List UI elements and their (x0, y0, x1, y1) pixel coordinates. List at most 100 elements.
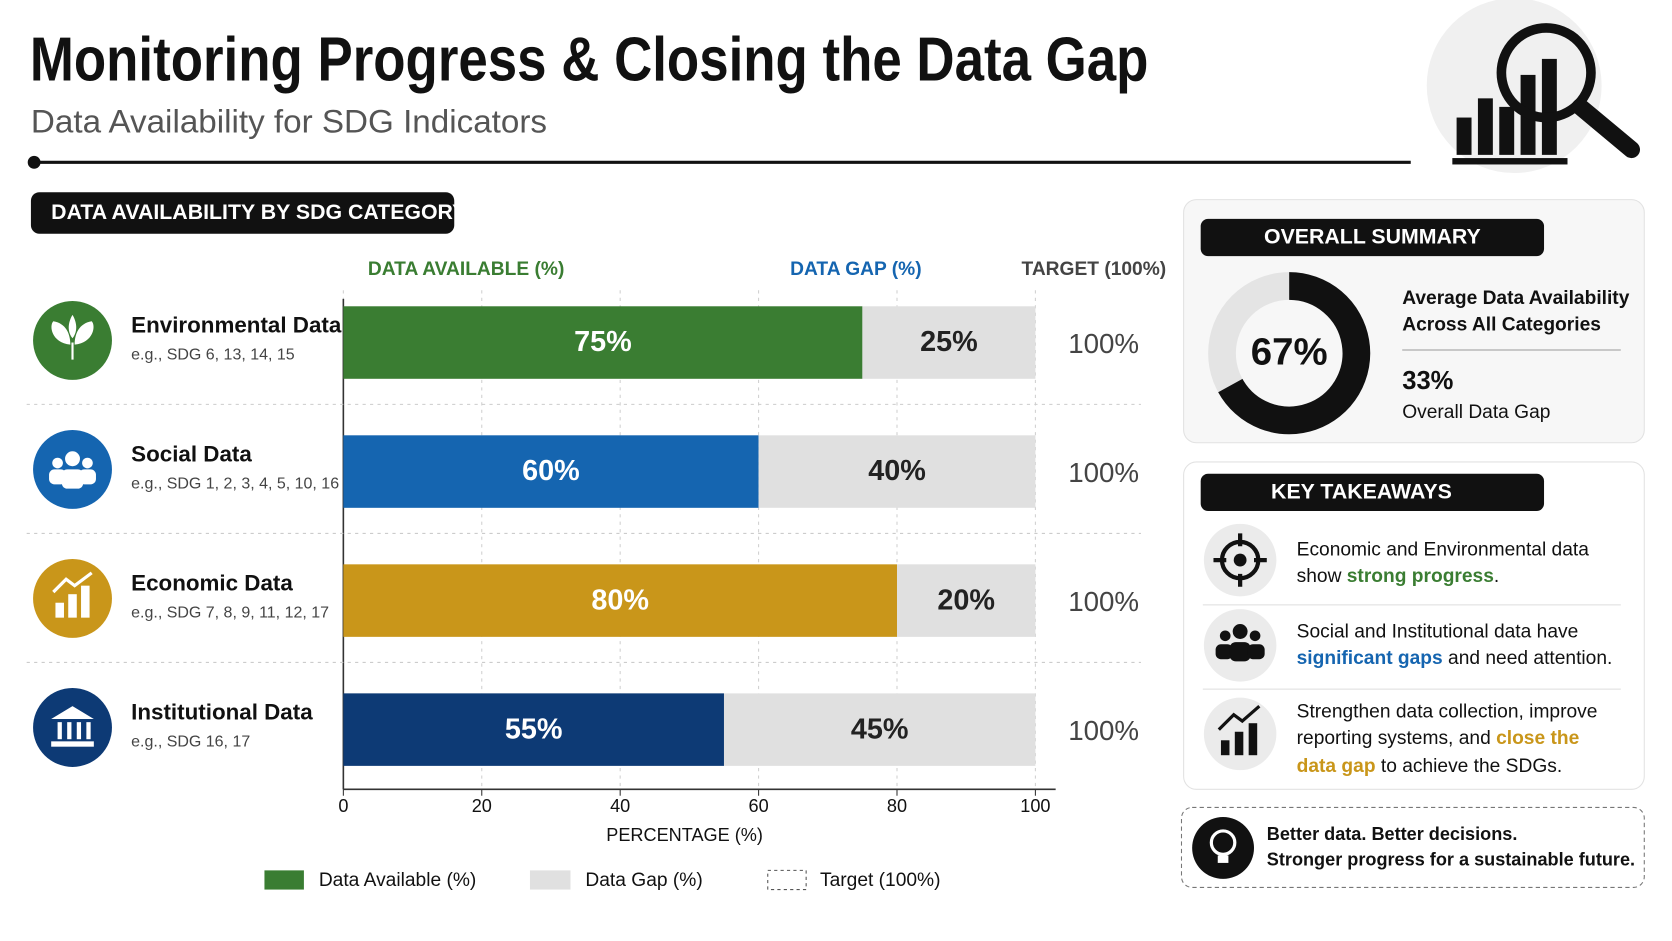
bulb-icon (1192, 817, 1254, 879)
takeaway-line: data gap to achieve the SDGs. (1297, 756, 1563, 777)
x-tick-label: 20 (472, 796, 492, 816)
body (78, 469, 96, 485)
column-header: TARGET (100%) (1022, 259, 1167, 280)
growth-icon (1203, 697, 1277, 771)
footer-box (1180, 806, 1645, 888)
head (52, 457, 63, 469)
summary-panel (1183, 199, 1645, 444)
donut-arc (1218, 272, 1371, 435)
x-tick-label: 60 (749, 796, 769, 816)
donut-label: 67% (1251, 330, 1328, 373)
target-icon (1203, 523, 1277, 597)
column-header: DATA AVAILABLE (%) (368, 259, 564, 280)
takeaway-text: strong progress (1347, 566, 1494, 587)
body (49, 469, 67, 485)
takeaway-text: Social and Institutional data have (1297, 622, 1579, 643)
category-icon (33, 688, 112, 767)
bar-glyph (81, 585, 90, 618)
bar-segment (758, 435, 1036, 508)
bar-value-label: 25% (920, 326, 978, 358)
category-note: e.g., SDG 1, 2, 3, 4, 5, 10, 16 (131, 476, 339, 493)
target-label: 100% (1068, 328, 1139, 359)
bar-value-label: 20% (937, 584, 995, 616)
bar-glyph (55, 602, 64, 618)
bar-segment (723, 693, 1036, 766)
takeaway-line: significant gaps and need attention. (1297, 648, 1613, 669)
icon-circle (33, 688, 112, 767)
bar-segment (343, 435, 759, 508)
target-label: 100% (1068, 586, 1139, 617)
summary-desc: Across All Categories (1402, 315, 1601, 336)
bar-segment (343, 693, 724, 766)
category-note: e.g., SDG 6, 13, 14, 15 (131, 347, 295, 364)
bar-segment (896, 564, 1036, 637)
summary-title: OVERALL SUMMARY (1264, 225, 1481, 249)
x-tick-label: 40 (610, 796, 630, 816)
takeaways-title: KEY TAKEAWAYS (1271, 480, 1452, 504)
takeaway-text: and need attention. (1443, 648, 1613, 669)
chart-title: DATA AVAILABILITY BY SDG CATEGORY (51, 200, 466, 224)
summary-desc: Average Data Availability (1402, 288, 1629, 309)
takeaway-line: reporting systems, and close the (1297, 728, 1580, 749)
bar-segment (862, 306, 1036, 379)
magnifier-icon (1426, 0, 1641, 173)
category-label: Social Data (131, 441, 252, 466)
category-icon (33, 429, 112, 509)
pillar (86, 722, 91, 740)
x-tick-label: 80 (887, 796, 907, 816)
people-icon (1203, 609, 1277, 682)
header-dot (27, 155, 41, 169)
base (51, 741, 94, 747)
category-icon (33, 559, 112, 638)
footer-line: Stronger progress for a sustainable futu… (1267, 850, 1635, 870)
takeaway-text: reporting systems, and (1297, 728, 1496, 749)
body (61, 469, 84, 489)
takeaway-line: Strengthen data collection, improve (1297, 702, 1598, 723)
column-header: DATA GAP (%) (790, 259, 921, 280)
takeaway-text: to achieve the SDGs. (1376, 756, 1563, 777)
x-tick-label: 0 (338, 796, 348, 816)
bar-glyph (68, 594, 77, 618)
section-pill (30, 192, 455, 234)
footer-line: Better data. Better decisions. (1267, 824, 1518, 844)
head (82, 457, 93, 469)
gap-desc: Overall Data Gap (1402, 402, 1550, 423)
bar-value-label: 80% (591, 584, 649, 616)
leaf (51, 314, 94, 360)
target-label: 100% (1068, 457, 1139, 488)
icon-circle (33, 300, 112, 380)
title: Monitoring Progress & Closing the Data G… (30, 26, 1149, 95)
head (65, 451, 80, 467)
target-label: 100% (1068, 715, 1139, 746)
category-note: e.g., SDG 7, 8, 9, 11, 12, 17 (131, 605, 329, 622)
legend-swatch (529, 870, 571, 890)
x-axis-label: PERCENTAGE (%) (606, 825, 763, 845)
legend-label: Data Gap (%) (585, 870, 702, 891)
legend-label: Data Available (%) (319, 870, 477, 891)
takeaway-text: Strengthen data collection, improve (1297, 702, 1598, 723)
takeaway-text: significant gaps (1297, 648, 1443, 669)
category-note: e.g., SDG 16, 17 (131, 734, 250, 751)
icon-circle (33, 429, 112, 509)
bar-segment (343, 564, 897, 637)
bar-value-label: 75% (574, 326, 632, 358)
bar-value-label: 60% (522, 455, 580, 487)
takeaway-text: Economic and Environmental data (1297, 540, 1590, 561)
takeaway-text: data gap (1297, 756, 1376, 777)
takeaway-text: . (1494, 566, 1499, 587)
takeaway-line: show strong progress. (1297, 566, 1500, 587)
takeaways-pill (1200, 473, 1545, 512)
bar-value-label: 45% (851, 713, 909, 745)
bar-value-label: 40% (868, 455, 926, 487)
summary-pill (1200, 218, 1545, 257)
legend-swatch (767, 869, 807, 891)
legend-swatch (264, 870, 304, 890)
takeaway-text: show (1297, 566, 1347, 587)
bar-segment (343, 306, 863, 379)
x-tick-label: 100 (1020, 796, 1050, 816)
roof (51, 706, 94, 719)
pillar (57, 722, 62, 740)
category-icon (33, 300, 112, 380)
